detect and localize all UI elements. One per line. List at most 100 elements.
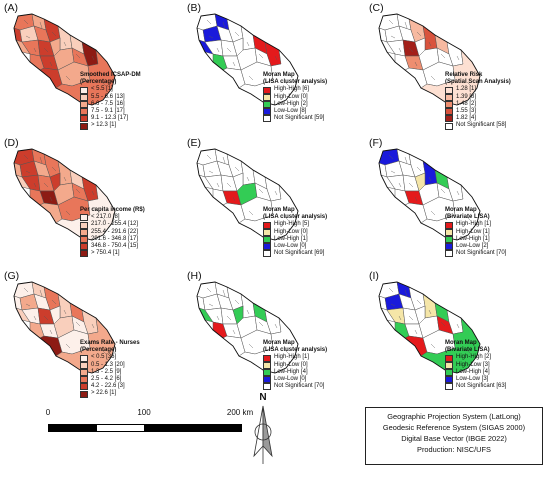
legend-title: Relative Risk [445, 72, 483, 78]
legend-item: High-Low [1] [445, 229, 506, 236]
panel-label: (B) [187, 2, 201, 14]
legend-swatch [80, 228, 88, 236]
municipal-border [226, 315, 232, 321]
municipal-border [49, 196, 53, 202]
panel-label: (D) [4, 137, 19, 149]
legend-item: < 0.5 [36] [80, 354, 140, 362]
legend-title: Moran Map [445, 340, 477, 346]
municipal-border [222, 21, 226, 29]
legend-swatch [263, 354, 271, 362]
legend-item-label: 291.6 - 346.8 [17] [91, 235, 139, 242]
legend-swatch [445, 250, 453, 258]
municipal-border [75, 53, 81, 59]
legend-swatch [80, 376, 88, 384]
municipal-border [91, 190, 95, 196]
municipal-border [65, 75, 71, 81]
municipal-border [216, 315, 220, 321]
municipal-border [466, 81, 472, 87]
municipal-border [456, 190, 460, 196]
legend-item-label: Not Significant [69] [274, 250, 325, 257]
municipal-border [428, 309, 432, 315]
municipal-border [234, 31, 240, 37]
municipal-border [246, 176, 250, 182]
municipal-border [274, 323, 278, 329]
scale-label-100: 100 [137, 408, 151, 417]
legend-title: (Bivariate LISA) [445, 214, 490, 221]
legend-title: Moran Map [263, 207, 295, 213]
legend-item-label: 217.0 - 255.4 [12] [91, 221, 139, 228]
legend-item-label: < 217.0 [8] [91, 214, 120, 221]
municipal-border [232, 196, 236, 202]
legend-swatch [445, 383, 453, 391]
map-svg [13, 13, 116, 106]
municipal-border [63, 41, 67, 47]
municipal-border [65, 343, 71, 349]
legend-item-label: Not Significant [70] [456, 250, 507, 257]
municipal-border [206, 19, 212, 25]
map-svg [378, 13, 481, 106]
scale-label-200: 200 km [226, 408, 254, 417]
legend-item: 9.1 - 12.3 [17] [80, 115, 141, 123]
legend-swatch [263, 115, 271, 123]
municipal-border [246, 41, 250, 47]
legend-item: Low-Low [2] [445, 243, 506, 251]
legend-title: Moran Map [263, 340, 295, 346]
legend-swatch [80, 361, 88, 369]
municipal-border [284, 349, 290, 355]
legend-item-label: High-High [6] [274, 86, 310, 93]
legend-swatch [263, 228, 271, 236]
legend-item: 217.0 - 255.4 [12] [80, 221, 145, 229]
panel-label: (G) [4, 270, 20, 282]
legend-item-label: Not Significant [58] [456, 122, 507, 129]
legend-item-label: > 12.3 [1] [91, 122, 117, 129]
municipal-border [49, 61, 53, 67]
map-legend: Smoothed ICSAP-DM (Percentage) < 5.5 [1] 5.… [80, 72, 141, 130]
municipal-border [226, 47, 232, 53]
municipal-border [43, 182, 49, 188]
municipal-border [23, 154, 29, 160]
north-arrow-icon [253, 405, 273, 464]
legend-swatch [80, 354, 88, 362]
legend-swatch [263, 221, 271, 229]
municipal-border [430, 343, 436, 349]
legend-item: 1.28 [1] [445, 86, 511, 94]
choropleth-map [193, 145, 303, 243]
municipal-border [284, 216, 290, 222]
municipal-border [390, 303, 396, 307]
legend-swatch [80, 108, 88, 116]
municipal-border [258, 321, 264, 327]
legend-item: High-High [5] [263, 221, 327, 229]
municipal-border [206, 287, 212, 293]
municipal-border [246, 309, 250, 315]
legend-item: Low-High [1] [263, 236, 327, 243]
info-line-production: Production: NISC/UFS [417, 445, 491, 454]
legend-item-label: 1.55 [3] [456, 108, 477, 115]
municipal-border [23, 19, 29, 25]
municipal-border [414, 61, 418, 67]
municipal-border [33, 315, 37, 321]
legend-item: < 217.0 [8] [80, 214, 145, 222]
legend-title: (Spatial Scan Analysis) [445, 79, 511, 86]
panel-label: (F) [369, 137, 383, 149]
legend-item: Low-High [2] [263, 101, 327, 108]
municipal-border [428, 41, 432, 47]
municipal-border [49, 329, 53, 335]
municipal-border [404, 156, 408, 164]
legend-item: Not Significant [63] [445, 383, 506, 391]
map-legend: Moran Map (LISA cluster analysis) High-Hig… [263, 340, 327, 391]
municipal-border [101, 216, 107, 222]
legend-item-label: High-High [2] [456, 354, 492, 361]
municipal-border [258, 53, 264, 59]
municipal-border [63, 176, 67, 182]
municipal-border [208, 35, 214, 39]
legend-swatch [263, 100, 271, 108]
municipal-border [430, 210, 436, 216]
municipal-border [93, 206, 99, 212]
scale-label-0: 0 [45, 408, 51, 417]
scale-segment-1 [48, 424, 98, 432]
map-legend: Moran Map (LISA cluster analysis) High-Hig… [263, 207, 327, 258]
panel-label: (I) [369, 270, 379, 282]
legend-swatch [445, 235, 453, 243]
legend-swatch [263, 361, 271, 369]
map-svg [196, 13, 299, 106]
